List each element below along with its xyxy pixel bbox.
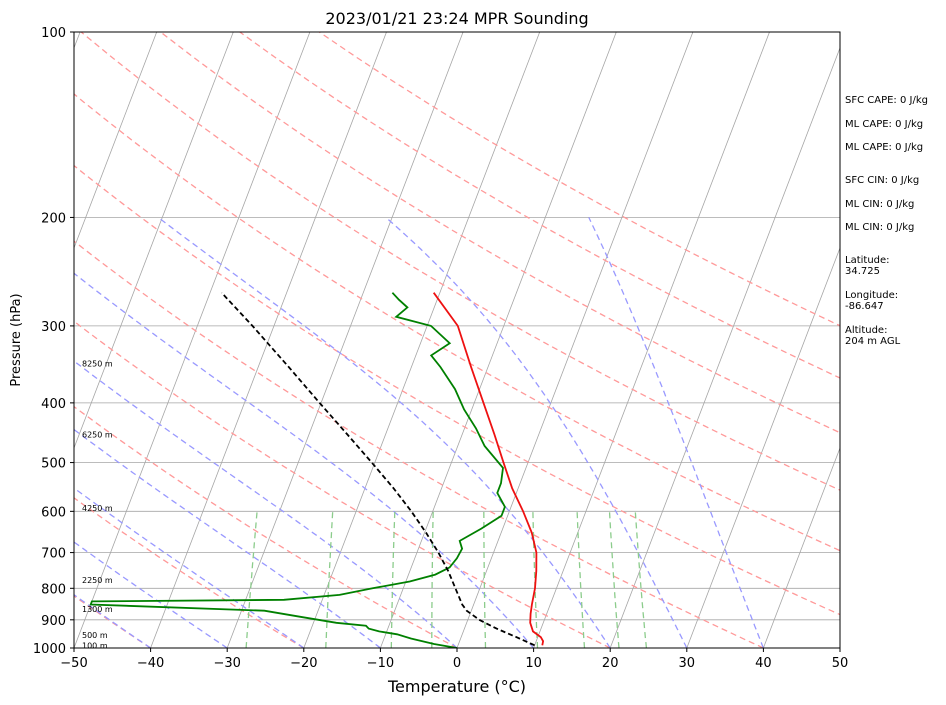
isotherm-line xyxy=(0,32,4,648)
moist-adiabat-line xyxy=(74,428,381,648)
dry-adiabat-line xyxy=(160,32,840,434)
isotherm-line xyxy=(686,246,840,648)
isotherm-line xyxy=(380,32,617,648)
longitude-value: -86.647 xyxy=(845,301,884,312)
isotherm-line xyxy=(456,32,694,648)
ml-cape-label-2: ML CAPE: 0 J/kg xyxy=(845,142,924,153)
mixing-ratio-line xyxy=(634,511,648,648)
y-tick-label: 400 xyxy=(41,397,66,412)
moist-adiabat-line xyxy=(74,360,458,648)
dry-adiabat-line xyxy=(74,240,764,648)
height-label: 500 m xyxy=(82,631,108,640)
y-tick-label: 500 xyxy=(41,457,66,472)
background-lines xyxy=(0,32,840,648)
height-label: 6250 m xyxy=(82,430,113,439)
dry-adiabat-line xyxy=(80,32,840,491)
ml-cape-label: ML CAPE: 0 J/kg xyxy=(845,119,924,130)
isotherm-line xyxy=(150,32,387,648)
y-tick-label: 900 xyxy=(41,614,66,629)
ml-cin-label-2: ML CIN: 0 J/kg xyxy=(845,222,915,233)
y-tick-label: 700 xyxy=(41,547,66,562)
isotherm-line xyxy=(303,32,541,648)
moist-adiabat-line xyxy=(74,272,535,648)
altitude-label: Altitude: xyxy=(845,325,888,336)
x-tick-label: −30 xyxy=(213,656,240,671)
isotherm-line xyxy=(533,32,770,648)
moist-adiabat-line xyxy=(385,216,688,648)
mixing-ratio-line xyxy=(608,511,620,648)
sfc-cape-label: SFC CAPE: 0 J/kg xyxy=(845,95,928,106)
isotherm-line xyxy=(763,446,840,648)
ml-cin-label: ML CIN: 0 J/kg xyxy=(845,199,915,210)
x-tick-label: 20 xyxy=(602,656,619,671)
profile-lines xyxy=(89,292,545,648)
height-label: 100 m xyxy=(82,641,108,650)
mixing-ratio-line xyxy=(483,511,487,648)
x-tick-label: 0 xyxy=(453,656,461,671)
height-label: 8250 m xyxy=(82,359,113,368)
moist-adiabat-line xyxy=(74,541,228,648)
x-tick-label: −10 xyxy=(367,656,394,671)
isotherm-line xyxy=(609,46,840,648)
dewpoint-line xyxy=(89,292,506,648)
x-tick-label: 10 xyxy=(525,656,542,671)
y-tick-label: 800 xyxy=(41,582,66,597)
dry-adiabat-line xyxy=(318,32,840,327)
plot-frame xyxy=(73,31,841,649)
sfc-cin-label: SFC CIN: 0 J/kg xyxy=(845,175,920,186)
mixing-ratio-line xyxy=(390,511,396,648)
isotherm-line xyxy=(74,32,311,648)
dry-adiabat-line xyxy=(74,164,840,616)
mixing-ratio-line xyxy=(431,511,434,648)
x-tick-label: 40 xyxy=(755,656,772,671)
moist-adiabat-line xyxy=(588,217,765,648)
dry-adiabat-line xyxy=(74,497,305,648)
chart-title: 2023/01/21 23:24 MPR Sounding xyxy=(325,9,588,28)
parcel-line xyxy=(220,292,535,647)
y-tick-label: 300 xyxy=(41,320,66,335)
y-axis: 100 200 300 400 500 600 700 800 900 1000 xyxy=(33,26,74,657)
dry-adiabat-line xyxy=(74,320,611,648)
isotherm-line xyxy=(74,32,234,450)
temperature-line xyxy=(432,292,545,646)
y-tick-label: 1000 xyxy=(33,642,66,657)
x-axis-title: Temperature (°C) xyxy=(387,677,526,696)
dry-adiabat-line xyxy=(74,93,840,552)
y-axis-title: Pressure (hPa) xyxy=(9,293,24,386)
sounding-stats-panel: SFC CAPE: 0 J/kg ML CAPE: 0 J/kg ML CAPE… xyxy=(845,0,945,705)
height-label: 1300 m xyxy=(82,605,113,614)
isotherm-line xyxy=(226,32,464,648)
moist-adiabat-line xyxy=(157,216,611,648)
x-tick-label: −50 xyxy=(60,656,87,671)
y-tick-label: 100 xyxy=(41,26,66,41)
x-tick-label: −20 xyxy=(290,656,317,671)
height-label: 2250 m xyxy=(82,576,113,585)
isotherm-line xyxy=(74,32,158,250)
longitude-label: Longitude: xyxy=(845,290,899,301)
latitude-value: 34.725 xyxy=(845,266,880,277)
y-tick-label: 600 xyxy=(41,505,66,520)
height-label: 4250 m xyxy=(82,504,113,513)
y-tick-label: 200 xyxy=(41,211,66,226)
x-tick-label: −40 xyxy=(137,656,164,671)
x-tick-label: 50 xyxy=(832,656,849,671)
x-tick-label: 30 xyxy=(679,656,696,671)
altitude-value: 204 m AGL xyxy=(845,336,901,347)
x-axis: −50 −40 −30 −20 −10 0 10 20 30 40 50 xyxy=(60,648,848,671)
latitude-label: Latitude: xyxy=(845,255,890,266)
mixing-ratio-line xyxy=(325,511,334,648)
dry-adiabat-line xyxy=(74,405,458,648)
moist-adiabat-line xyxy=(74,487,305,648)
mixing-ratio-line xyxy=(245,511,258,648)
